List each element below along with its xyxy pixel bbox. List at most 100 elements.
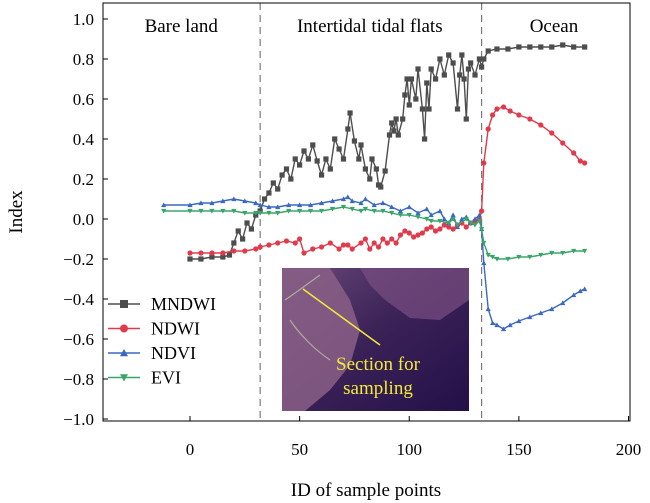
data-point-mndwi [479,64,485,70]
y-tick-label: 0.8 [73,50,94,69]
data-point-ndwi [257,244,263,250]
data-point-mndwi [373,166,379,172]
data-point-ndwi [310,246,316,252]
data-point-ndvi [187,202,193,208]
data-point-ndwi [402,228,408,234]
data-point-ndwi [318,244,325,250]
x-axis-title: ID of sample points [291,480,441,501]
data-point-ndwi [242,248,248,254]
data-point-evi [538,252,544,258]
data-point-mndwi [292,156,298,162]
data-point-ndvi [415,210,421,216]
data-point-mndwi [437,56,443,62]
data-point-mndwi [400,116,406,122]
data-point-mndwi [358,142,364,148]
data-point-ndwi [340,242,347,248]
data-point-ndwi [301,250,307,256]
inset-caption-line1: Section for [336,354,421,375]
x-tick-label: 50 [291,440,308,459]
data-point-mndwi [235,228,241,234]
legend-marker-ndwi [120,324,128,333]
data-point-evi [318,208,325,214]
data-point-mndwi [391,128,397,134]
region-label: Ocean [530,16,579,37]
data-point-mndwi [476,56,483,62]
data-point-evi [468,220,474,226]
y-tick-label: 0.6 [73,90,94,109]
data-point-mndwi [248,226,254,232]
data-point-mndwi [450,60,456,66]
data-point-evi [275,210,281,216]
data-point-ndwi [349,246,355,252]
y-tick-label: −0.2 [63,250,94,269]
data-point-ndvi [231,196,237,202]
data-point-evi [257,210,263,216]
data-point-mndwi [275,186,281,192]
series-ndwi [187,104,588,256]
data-point-evi [446,220,452,226]
data-point-mndwi [386,132,393,138]
data-point-ndvi [406,204,412,210]
data-point-ndvi [220,198,226,204]
data-point-mndwi [270,180,276,186]
data-point-ndwi [432,228,439,234]
data-point-ndvi [582,286,588,292]
data-point-ndvi [389,204,395,210]
series-layer [161,42,588,332]
legend-marker-ndvi [120,349,128,357]
data-point-ndwi [494,106,500,112]
legend-label-ndvi: NDVI [151,343,196,363]
legend-label-ndwi: NDWI [151,319,200,339]
data-point-mndwi [468,60,474,66]
data-point-mndwi [332,136,338,142]
y-tick-label: −0.8 [63,370,94,389]
data-point-mndwi [549,44,555,50]
data-point-ndwi [283,238,290,244]
data-point-evi [489,254,496,260]
data-point-ndvi [472,216,478,222]
data-point-ndvi [549,306,555,312]
y-tick-label: −0.4 [63,290,94,309]
data-point-evi [380,208,386,214]
data-point-ndwi [516,112,522,118]
data-point-ndwi [437,226,443,232]
data-point-mndwi [351,138,358,144]
data-point-mndwi [461,76,467,82]
data-point-ndwi [253,246,259,252]
y-tick-label: 0.2 [73,170,94,189]
data-point-ndwi [209,250,215,256]
data-point-ndwi [327,240,333,246]
data-point-ndvi [329,198,336,204]
data-point-evi [198,208,204,214]
data-point-mndwi [367,176,373,182]
data-point-mndwi [408,76,415,82]
data-point-evi [505,256,511,262]
y-tick-label: 0.4 [73,130,95,149]
y-tick-label: −0.6 [63,330,94,349]
data-point-evi [362,206,368,212]
data-point-evi [397,212,404,218]
data-point-ndvi [571,292,577,298]
y-tick-label: −1.0 [63,410,94,429]
data-point-mndwi [226,252,233,258]
data-point-ndvi [257,202,263,208]
data-point-ndwi [507,108,513,114]
data-point-ndvi [538,310,544,316]
data-point-ndwi [489,112,496,118]
data-point-mndwi [389,120,395,126]
data-point-ndwi [358,240,364,246]
data-point-ndvi [560,300,566,306]
data-point-evi [406,212,412,218]
data-point-mndwi [297,162,303,168]
data-point-ndwi [187,250,193,256]
data-point-mndwi [240,236,246,242]
plot-frame [102,2,631,422]
data-point-ndvi [481,260,487,266]
data-point-ndwi [231,248,237,254]
data-point-mndwi [340,156,347,162]
legend-label-evi: EVI [151,368,181,388]
data-point-mndwi [266,190,272,196]
data-point-mndwi [582,44,588,50]
data-point-evi [476,218,483,224]
data-point-evi [286,208,292,214]
